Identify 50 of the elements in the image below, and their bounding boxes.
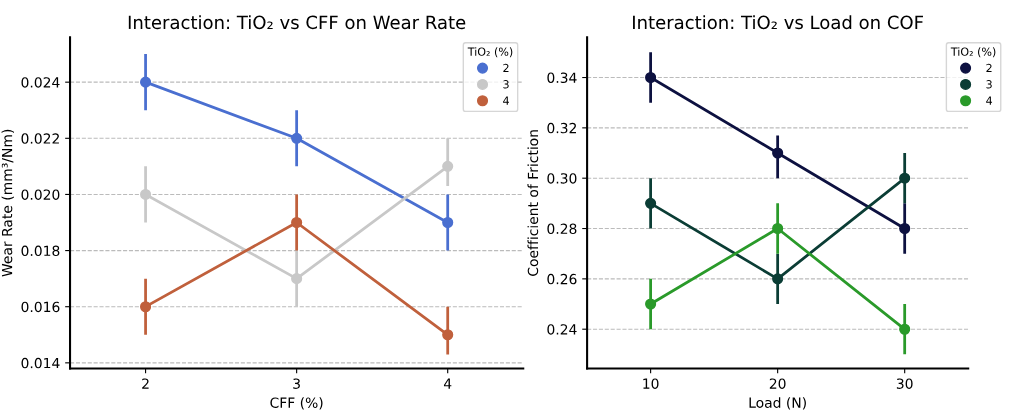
point [442,160,454,172]
legend-label: 2 [986,63,992,73]
y-tick-label: 0.014 [21,357,60,369]
y-tick-label: 0.32 [547,122,576,134]
x-tick-label: 2 [142,378,149,389]
point [140,188,152,200]
y-tick-label: 0.30 [547,173,577,184]
x-axis-title: CFF (%) [270,397,323,410]
point [772,222,784,235]
legend-label: 2 [503,63,509,73]
point [899,172,911,184]
legend-label: 4 [986,96,993,105]
point [442,329,454,341]
point [645,298,657,310]
x-tick-label: 30 [896,378,913,389]
point [645,71,657,84]
point [899,222,911,235]
y-tick-label: 0.24 [547,324,577,335]
point [291,132,303,144]
y-tick-label: 0.024 [21,77,60,88]
y-axis-title: Wear Rate (mm³/Nm) [1,129,14,277]
x-tick-label: 10 [643,378,659,389]
y-tick-label: 0.022 [21,133,59,144]
point [291,216,303,229]
y-tick-label: 0.26 [547,273,577,285]
point [140,301,152,313]
point [442,216,454,229]
y-tick-label: 0.28 [547,223,577,234]
y-axis-title: Coefficient of Friction [527,130,539,276]
y-tick-label: 0.016 [21,301,60,313]
legend-title: TiO₂ (%) [467,47,513,58]
chart-title: Interaction: TiO₂ vs Load on COF [633,15,923,30]
point [772,273,784,285]
point [140,76,152,88]
x-tick-label: 4 [443,378,452,389]
y-tick-label: 0.34 [547,72,577,83]
y-tick-label: 0.018 [21,245,60,257]
legend-label: 3 [503,80,509,89]
x-tick-label: 3 [293,378,300,389]
point [772,147,784,159]
point [899,323,911,335]
point [291,273,303,285]
legend-label: 3 [986,80,992,89]
y-tick-label: 0.020 [21,189,60,200]
x-tick-label: 20 [769,378,786,389]
legend-label: 4 [503,96,509,105]
legend-title: TiO₂ (%) [950,47,996,58]
x-axis-title: Load (N) [749,397,806,410]
point [645,197,657,209]
chart-title: Interaction: TiO₂ vs CFF on Wear Rate [128,15,466,30]
